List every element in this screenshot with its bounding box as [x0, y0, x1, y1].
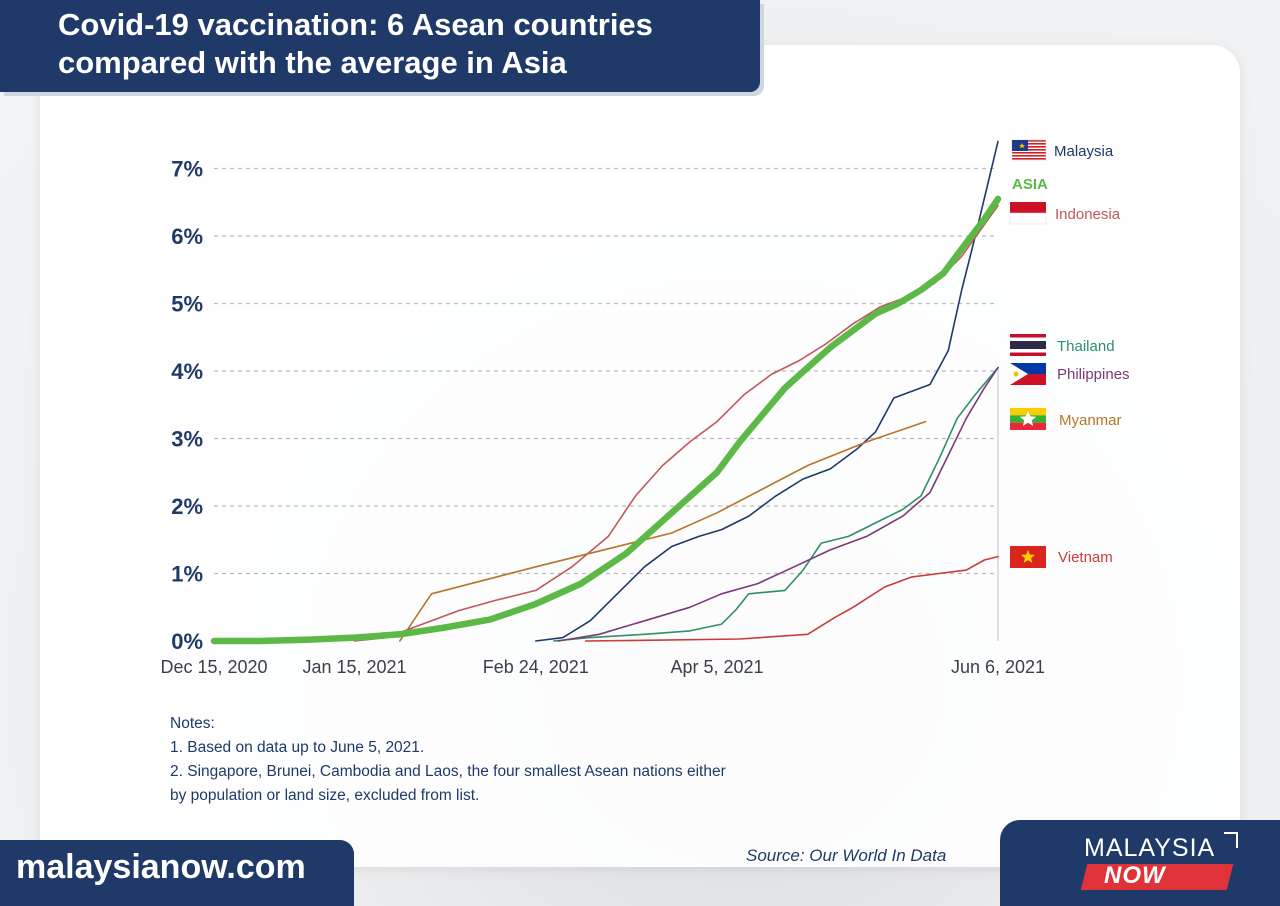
- flag-stripe: [1012, 146, 1046, 148]
- title-line-1: Covid-19 vaccination: 6 Asean countries: [58, 7, 653, 42]
- x-tick-label: Jan 15, 2021: [302, 657, 406, 677]
- brand-logo: MALAYSIA NOW: [1000, 820, 1280, 906]
- flag-star: [1021, 550, 1035, 563]
- y-tick-label: 6%: [171, 224, 203, 249]
- legend-label-malaysia: Malaysia: [1054, 143, 1114, 160]
- philippines-flag-icon: [1010, 363, 1046, 385]
- flag-stripe: [1010, 341, 1046, 349]
- flag-sun: [1013, 371, 1019, 377]
- source-text: Source: Our World In Data: [746, 846, 947, 865]
- legend-label-indonesia: Indonesia: [1055, 206, 1121, 223]
- y-tick-label: 1%: [171, 562, 203, 587]
- series-line-vietnam: [584, 555, 999, 642]
- thailand-flag-icon: [1010, 334, 1046, 356]
- series-line-indonesia: [353, 204, 999, 642]
- site-url: malaysianow.com: [16, 848, 306, 886]
- x-tick-label: Dec 15, 2020: [160, 657, 267, 677]
- x-tick-label: Jun 6, 2021: [951, 657, 1045, 677]
- logo-bottom-text: NOW: [1104, 862, 1166, 889]
- legend-label-vietnam: Vietnam: [1058, 549, 1113, 566]
- y-tick-label: 7%: [171, 157, 203, 182]
- title-banner: Covid-19 vaccination: 6 Asean countries …: [0, 0, 760, 92]
- flag-triangle: [1010, 363, 1028, 385]
- notes-line-3: by population or land size, excluded fro…: [170, 787, 480, 804]
- flag-stripe: [1010, 352, 1046, 356]
- legend-label-philippines: Philippines: [1057, 366, 1130, 383]
- y-tick-label: 4%: [171, 359, 203, 384]
- legend-label-asia: ASIA: [1012, 176, 1048, 193]
- malaysia-flag-icon: [1011, 139, 1047, 161]
- flag-stripe: [1012, 158, 1046, 160]
- indonesia-flag-icon: [1009, 202, 1047, 225]
- notes-line-1: 1. Based on data up to June 5, 2021.: [170, 739, 425, 756]
- notes-heading: Notes:: [170, 715, 215, 732]
- y-tick-label: 0%: [171, 629, 203, 654]
- logo-top-text: MALAYSIA: [1084, 834, 1216, 862]
- flag-stripe: [1012, 143, 1046, 145]
- x-tick-label: Apr 5, 2021: [670, 657, 763, 677]
- page-title: Covid-19 vaccination: 6 Asean countries …: [58, 6, 758, 82]
- notes-line-2: 2. Singapore, Brunei, Cambodia and Laos,…: [170, 763, 726, 780]
- series-line-malaysia: [535, 140, 999, 642]
- series-line-philippines: [557, 366, 999, 642]
- flag-stripe: [1009, 212, 1047, 225]
- title-line-2: compared with the average in Asia: [58, 45, 567, 80]
- flag-stripe: [1010, 374, 1046, 385]
- site-banner: malaysianow.com: [0, 840, 354, 906]
- legend-label-thailand: Thailand: [1057, 338, 1115, 355]
- y-tick-label: 5%: [171, 292, 203, 317]
- notes: Notes: 1. Based on data up to June 5, 20…: [170, 712, 870, 808]
- flag-stripe: [1012, 155, 1046, 157]
- flag-stripe: [1012, 152, 1046, 154]
- myanmar-flag-icon: [1010, 408, 1046, 430]
- logo-corner-mark: [1224, 832, 1238, 848]
- flag-stripe: [1012, 140, 1046, 142]
- flag-stripe: [1010, 422, 1046, 430]
- y-tick-label: 2%: [171, 494, 203, 519]
- x-tick-label: Feb 24, 2021: [483, 657, 589, 677]
- chart-card: [40, 45, 1240, 867]
- y-tick-label: 3%: [171, 427, 203, 452]
- legend-label-myanmar: Myanmar: [1059, 412, 1122, 429]
- flag-stripe: [1010, 334, 1046, 338]
- series-line-thailand: [553, 366, 999, 642]
- flag-star: [1019, 411, 1037, 426]
- flag-stripe: [1010, 363, 1046, 374]
- series-line-myanmar: [399, 420, 927, 642]
- series-line-asia: [210, 195, 1002, 645]
- flag-stripe: [1012, 149, 1046, 151]
- vietnam-flag-icon: [1010, 546, 1046, 568]
- flag-star: [1019, 143, 1025, 149]
- flag-stripe: [1010, 202, 1046, 213]
